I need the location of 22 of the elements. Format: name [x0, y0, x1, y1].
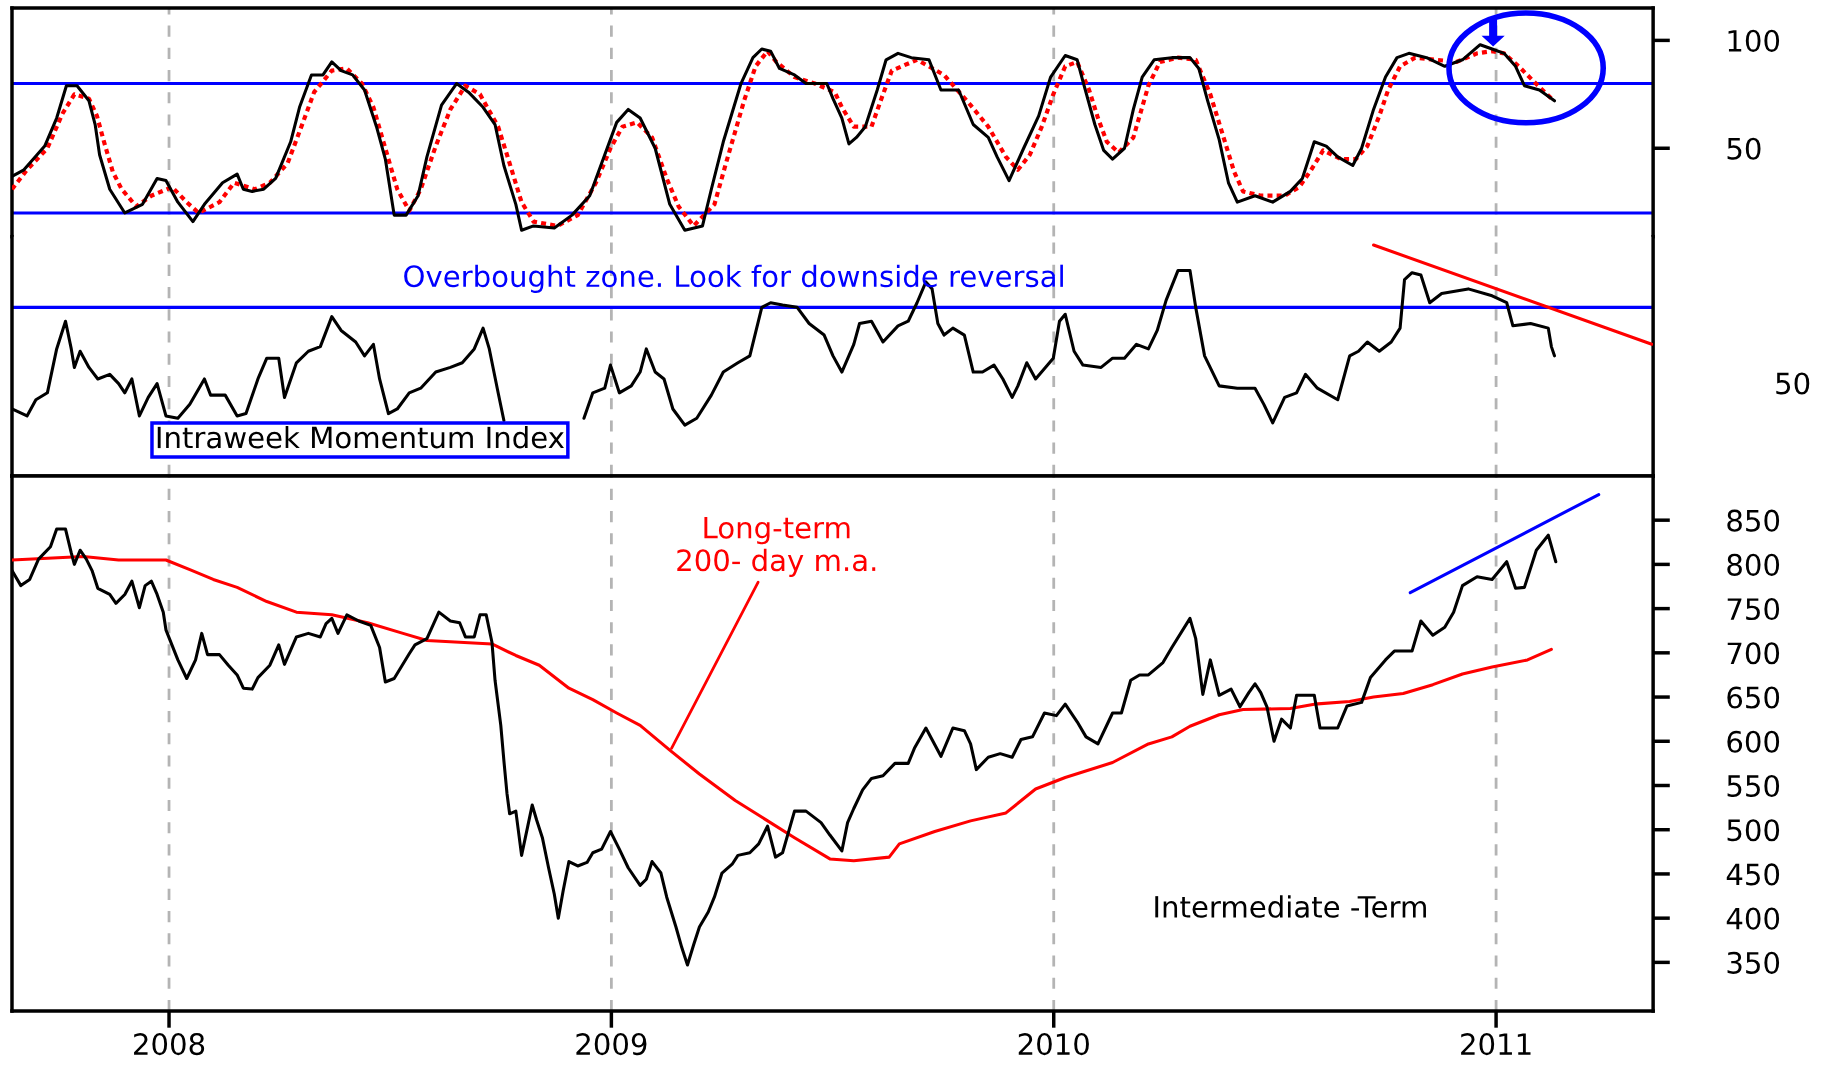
annotation: Long-term 200- day m.a.: [677, 516, 876, 577]
y-tick-label: 500: [1727, 819, 1780, 842]
y-tick-label: 850: [1727, 509, 1780, 532]
annotation: Overbought zone. Look for downside reversal: [404, 264, 1063, 293]
annotation: Intermediate -Term: [1155, 895, 1426, 918]
y-tick-label: 800: [1727, 553, 1780, 576]
y-tick-label: 350: [1727, 951, 1780, 974]
y-tick-label: 400: [1726, 907, 1780, 930]
y-tick-label: 700: [1727, 642, 1780, 665]
y-tick-label: 100: [1728, 29, 1780, 52]
y-tick-label: 50: [1727, 137, 1761, 160]
x-tick-label: 2008: [134, 1033, 205, 1056]
x-tick-label: 2009: [576, 1033, 647, 1056]
y-tick-label: 650: [1727, 686, 1780, 709]
y-tick-label: 750: [1727, 598, 1780, 621]
annotation: Intraweek Momentum Index: [157, 425, 564, 449]
text: 50: [1776, 372, 1810, 395]
y-tick-label: 550: [1727, 774, 1780, 797]
y-tick-label: 600: [1727, 730, 1780, 753]
x-tick-label: 2011: [1461, 1033, 1531, 1056]
x-tick-label: 2010: [1018, 1033, 1089, 1056]
y-tick-label: 450: [1726, 863, 1780, 886]
